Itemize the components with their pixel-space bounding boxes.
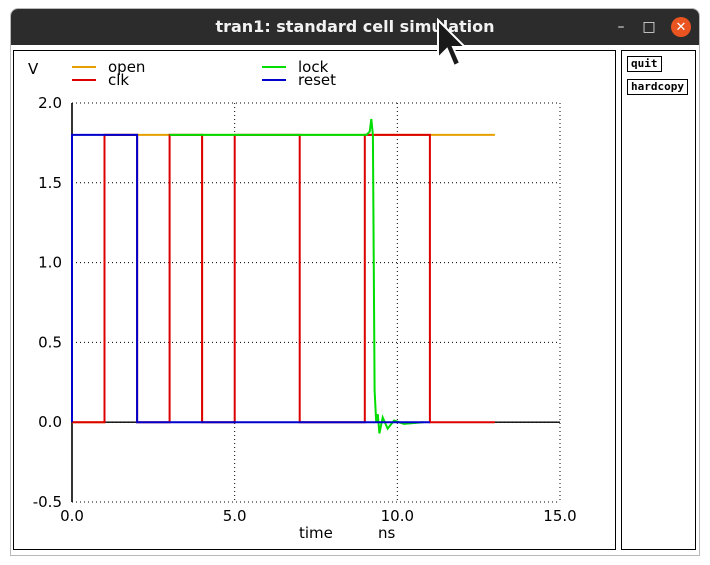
legend-label-clk: clk (108, 71, 129, 89)
y-tick-label: 0.0 (38, 413, 62, 431)
x-tick-label: 15.0 (543, 507, 576, 525)
title-bar[interactable]: tran1: standard cell simulation – □ ✕ (11, 9, 699, 45)
series-line-reset (71, 133, 430, 424)
side-panel: quit hardcopy (621, 50, 696, 550)
legend-label-open: open (108, 58, 145, 76)
y-tick-label: -0.5 (33, 493, 62, 511)
legend-label-reset: reset (298, 71, 336, 89)
close-button[interactable]: ✕ (671, 17, 691, 37)
y-unit-label: V (28, 60, 39, 78)
minimize-button[interactable]: – (617, 19, 625, 35)
x-unit-label: ns (378, 524, 396, 542)
x-tick-label: 10.0 (381, 507, 414, 525)
axes (71, 103, 560, 502)
grid (71, 102, 561, 503)
y-tick-label: 1.5 (38, 174, 62, 192)
hardcopy-button[interactable]: hardcopy (627, 79, 688, 95)
quit-button[interactable]: quit (627, 56, 662, 72)
x-axis-label: time (299, 524, 333, 542)
series-line-open (72, 133, 495, 424)
legend-label-lock: lock (298, 58, 329, 76)
y-tick-label: 2.0 (38, 94, 62, 112)
mouse-cursor-icon (437, 18, 466, 68)
app-window: tran1: standard cell simulation – □ ✕ 0.… (10, 8, 700, 556)
window-title: tran1: standard cell simulation (215, 17, 495, 36)
y-tick-label: 0.5 (38, 333, 62, 351)
series-line-clk (72, 133, 495, 424)
x-tick-label: 5.0 (223, 507, 247, 525)
x-tick-label: 0.0 (60, 507, 84, 525)
series-group (71, 118, 495, 434)
maximize-button[interactable]: □ (642, 19, 656, 35)
series-line-lock (169, 118, 424, 434)
y-tick-label: 1.0 (38, 254, 62, 272)
